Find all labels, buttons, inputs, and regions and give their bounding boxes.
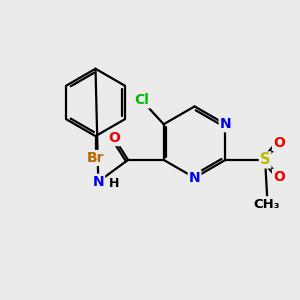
Text: N: N (189, 171, 200, 185)
Text: O: O (273, 170, 285, 184)
Text: H: H (109, 177, 120, 190)
Text: N: N (92, 175, 104, 189)
Text: O: O (273, 136, 285, 150)
Text: N: N (220, 117, 231, 131)
Text: Cl: Cl (134, 94, 149, 107)
Text: CH₃: CH₃ (254, 198, 280, 211)
Text: Br: Br (87, 151, 104, 165)
Text: S: S (260, 152, 270, 167)
Text: O: O (108, 131, 120, 145)
